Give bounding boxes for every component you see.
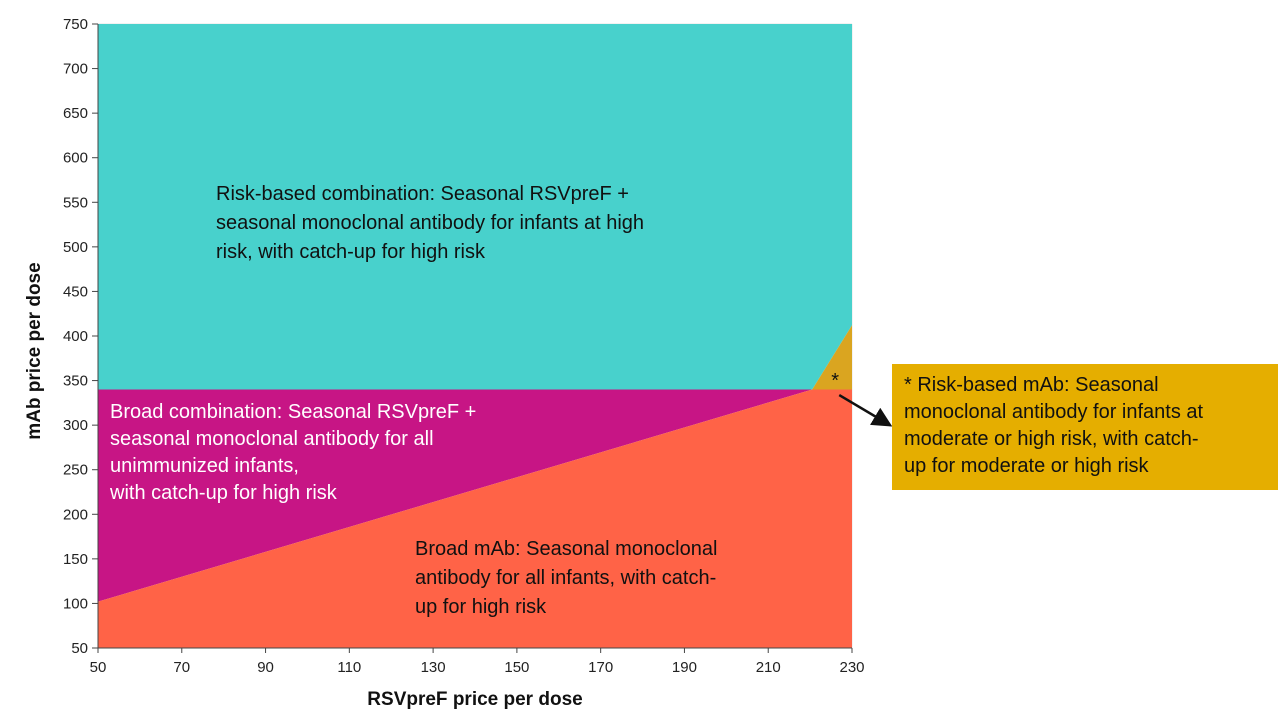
y-tick-label: 250 (63, 462, 88, 479)
annotation-arrow-line (838, 393, 893, 427)
x-tick-label: 190 (672, 659, 697, 676)
callout-line: up for moderate or high risk (904, 455, 1149, 477)
y-tick-label: 200 (63, 506, 88, 523)
region-label-risk-based-combination-line: risk, with catch-up for high risk (216, 241, 486, 263)
region-label-broad-combination-line: unimmunized infants, (110, 455, 299, 477)
annotation-arrow: * (831, 370, 893, 427)
x-tick-label: 170 (588, 659, 613, 676)
region-label-risk-based-combination-line: seasonal monoclonal antibody for infants… (216, 212, 644, 234)
x-tick-label: 210 (756, 659, 781, 676)
x-tick-label: 70 (173, 659, 190, 676)
y-tick-label: 600 (63, 150, 88, 167)
x-tick-label: 50 (90, 659, 107, 676)
y-tick-label: 150 (63, 551, 88, 568)
y-tick-label: 700 (63, 61, 88, 78)
region-risk-based-combination (98, 24, 852, 390)
y-tick-label: 750 (63, 16, 88, 33)
y-tick-label: 650 (63, 105, 88, 122)
region-risk-based-mab (812, 325, 852, 390)
x-tick-label: 90 (257, 659, 274, 676)
region-label-broad-combination-line: Broad combination: Seasonal RSVpreF + (110, 401, 476, 423)
region-label-broad-mab-line: antibody for all infants, with catch- (415, 567, 716, 589)
region-label-broad-combination-line: seasonal monoclonal antibody for all (110, 428, 434, 450)
region-label-broad-mab-line: Broad mAb: Seasonal monoclonal (415, 538, 717, 560)
y-tick-label: 50 (71, 640, 88, 657)
callout-line: monoclonal antibody for infants at (904, 401, 1204, 423)
callout-line: * Risk-based mAb: Seasonal (904, 374, 1159, 396)
x-axis-title: RSVpreF price per dose (367, 689, 582, 710)
y-tick-label: 450 (63, 283, 88, 300)
y-tick-label: 500 (63, 239, 88, 256)
risk-based-mab-callout: * Risk-based mAb: Seasonal monoclonal ant… (892, 364, 1278, 490)
callout-line: moderate or high risk, with catch- (904, 428, 1199, 450)
chart-regions (98, 24, 852, 648)
x-axis-ticks: 50 70 90 110 130 150 170 190 210 230 (90, 648, 865, 676)
region-label-broad-mab-line: up for high risk (415, 596, 547, 618)
x-tick-label: 150 (504, 659, 529, 676)
region-broad-mab (98, 389, 852, 648)
y-axis-ticks: 50 100 150 200 250 300 350 400 450 500 550 600 650 70… (63, 16, 98, 657)
region-label-risk-based-combination-line: Risk-based combination: Seasonal RSVpreF… (216, 183, 629, 205)
y-axis-title: mAb price per dose (24, 262, 45, 439)
y-tick-label: 550 (63, 194, 88, 211)
region-label-broad-combination-line: with catch-up for high risk (109, 482, 338, 504)
x-tick-label: 230 (839, 659, 864, 676)
region-labels: Risk-based combination: Seasonal RSVpreF… (109, 183, 717, 618)
y-tick-label: 100 (63, 595, 88, 612)
x-tick-label: 110 (337, 659, 361, 676)
y-tick-label: 300 (63, 417, 88, 434)
annotation-marker: * (831, 370, 839, 392)
y-tick-label: 350 (63, 373, 88, 390)
y-tick-label: 400 (63, 328, 88, 345)
x-tick-label: 130 (421, 659, 446, 676)
